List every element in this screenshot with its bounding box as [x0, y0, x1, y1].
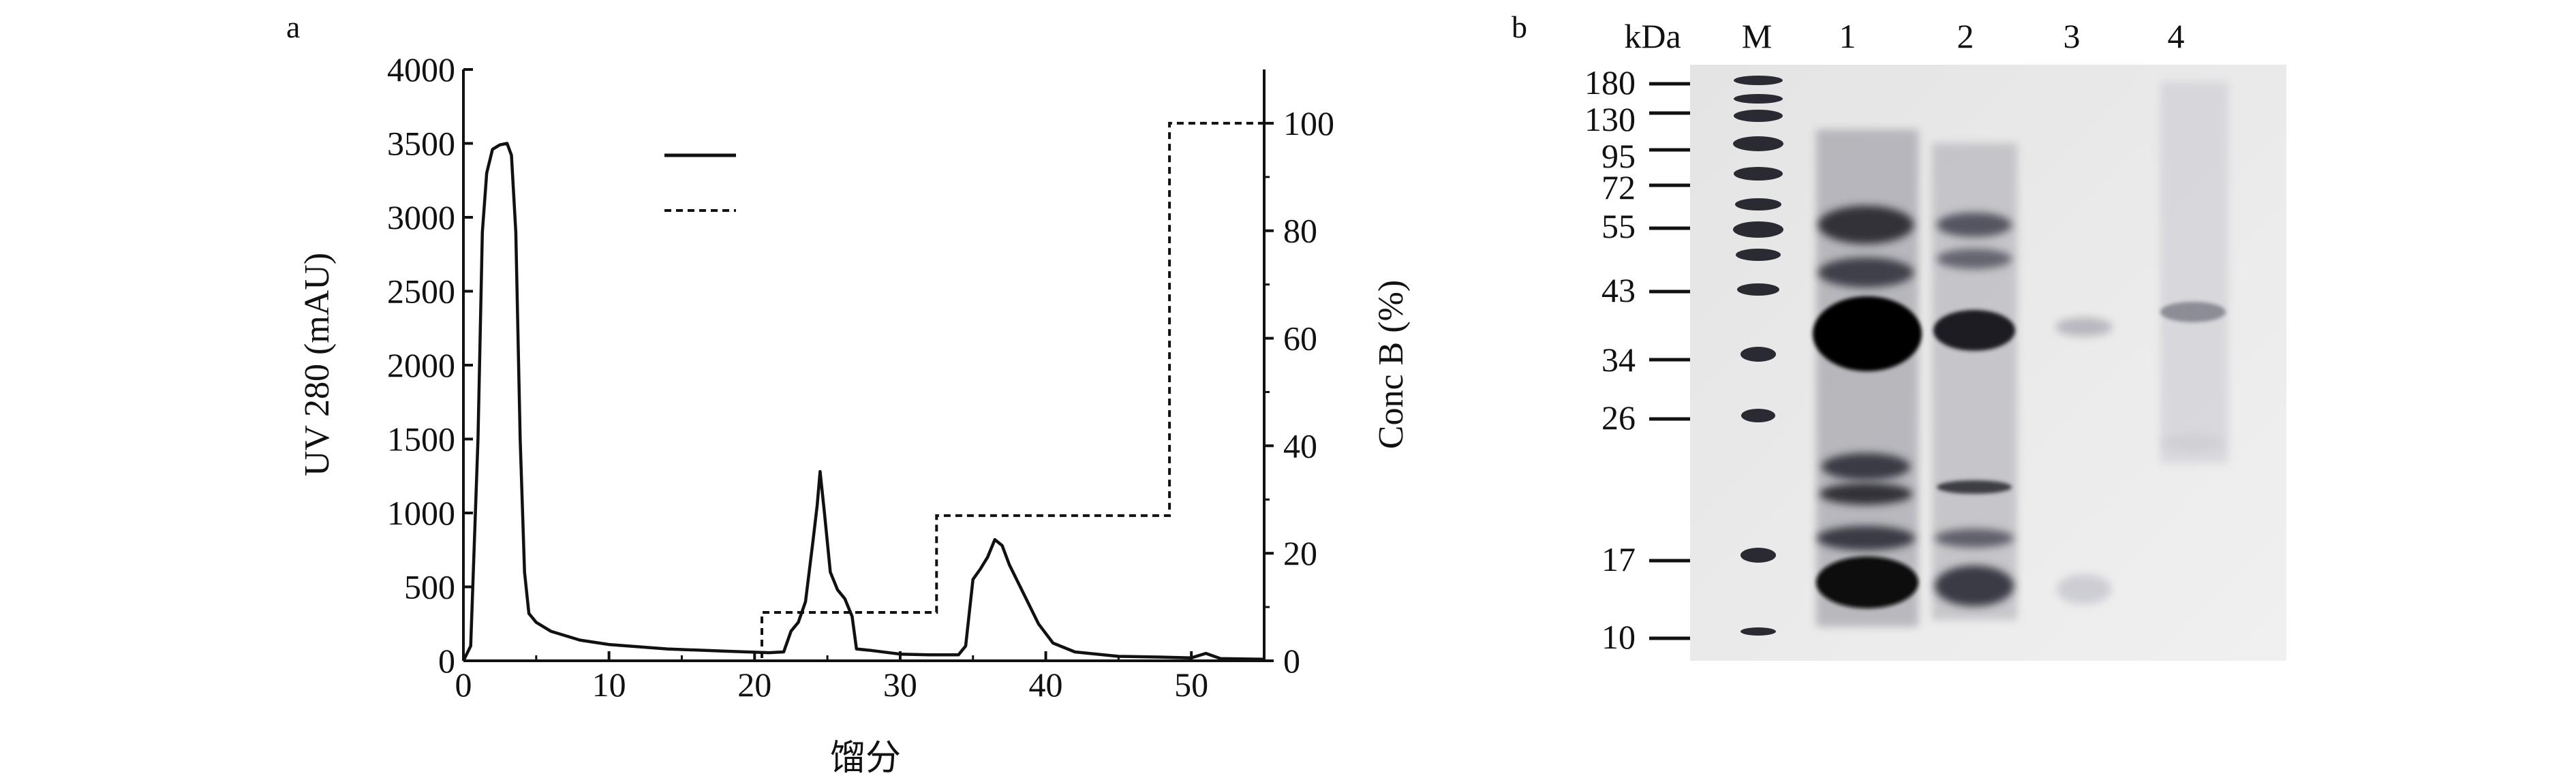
x-tick-label: 30 — [883, 666, 917, 704]
lane-label-2: 2 — [1957, 17, 1974, 55]
lane-label-1: 1 — [1839, 17, 1856, 55]
y-right-tick-label: 80 — [1283, 212, 1317, 250]
lane-2-bands — [1932, 143, 2017, 620]
lane-4-bands — [2160, 82, 2228, 463]
x-tick-label: 20 — [737, 666, 771, 704]
lane-m-ladder — [1733, 76, 1783, 636]
y-right-tick-label: 100 — [1283, 104, 1334, 142]
y-left-tick-label: 1000 — [387, 494, 455, 532]
marker-label-17: 17 — [1601, 540, 1636, 578]
y-left-tick-label: 1500 — [387, 420, 455, 458]
marker-label-72: 72 — [1601, 168, 1636, 206]
marker-label-26: 26 — [1601, 399, 1636, 437]
y-left-tick-label: 3500 — [387, 125, 455, 163]
marker-label-34: 34 — [1601, 341, 1636, 379]
x-tick-label: 40 — [1029, 666, 1063, 704]
lane-1-bands — [1813, 129, 1922, 627]
gel-image — [1690, 65, 2286, 661]
x-ticks: 0 10 20 30 40 50 — [455, 651, 1208, 704]
x-tick-label: 0 — [455, 666, 472, 704]
y-left-tick-label: 0 — [438, 642, 455, 680]
lane-label-3: 3 — [2064, 17, 2081, 55]
panel-b: b kDa M 1 2 3 4 — [1512, 10, 2286, 661]
y-right-axis-label: Conc B (%) — [1372, 280, 1411, 449]
x-tick-label: 50 — [1174, 666, 1208, 704]
marker-ticks — [1649, 82, 1690, 640]
y-left-tick-label: 2500 — [387, 272, 455, 311]
marker-label-130: 130 — [1584, 100, 1636, 138]
marker-label-180: 180 — [1584, 63, 1636, 102]
marker-label-95: 95 — [1601, 137, 1636, 175]
lane-label-4: 4 — [2168, 17, 2185, 55]
panel-a: a 0 10 20 30 40 50 05001000150020002500300035… — [286, 10, 1411, 779]
panel-b-label: b — [1512, 10, 1527, 44]
y-left-axis-label: UV 280 (mAU) — [298, 253, 337, 476]
panel-a-label: a — [286, 10, 300, 44]
y-left-tick-label: 500 — [404, 568, 455, 606]
x-axis-label: 馏分 — [830, 738, 901, 779]
kda-unit-label: kDa — [1624, 17, 1681, 55]
marker-label-55: 55 — [1601, 207, 1636, 245]
legend — [664, 153, 736, 212]
y-right-tick-label: 0 — [1283, 642, 1300, 680]
x-tick-label: 10 — [592, 666, 626, 704]
y-right-tick-label: 20 — [1283, 534, 1317, 572]
lane-3-bands — [2055, 317, 2113, 604]
y-right-tick-label: 60 — [1283, 319, 1317, 358]
series-uv-280-line — [461, 142, 1265, 661]
y-right-tick-label: 40 — [1283, 426, 1317, 465]
y-right-ticks: 0 20 40 60 80 100 — [1264, 104, 1334, 680]
marker-label-10: 10 — [1601, 618, 1636, 656]
lane-label-m: M — [1742, 17, 1772, 55]
series-conc-b-line — [463, 121, 1264, 662]
y-left-tick-label: 2000 — [387, 346, 455, 384]
y-left-tick-label: 3000 — [387, 198, 455, 236]
y-left-ticks: 0 500 1000 1500 2000 2500 3000 3500 4000 — [387, 50, 473, 680]
marker-label-43: 43 — [1601, 271, 1636, 309]
y-left-tick-label: 4000 — [387, 50, 455, 89]
marker-ladder-labels: 180 130 95 72 55 43 34 26 17 10 — [1584, 63, 1636, 656]
